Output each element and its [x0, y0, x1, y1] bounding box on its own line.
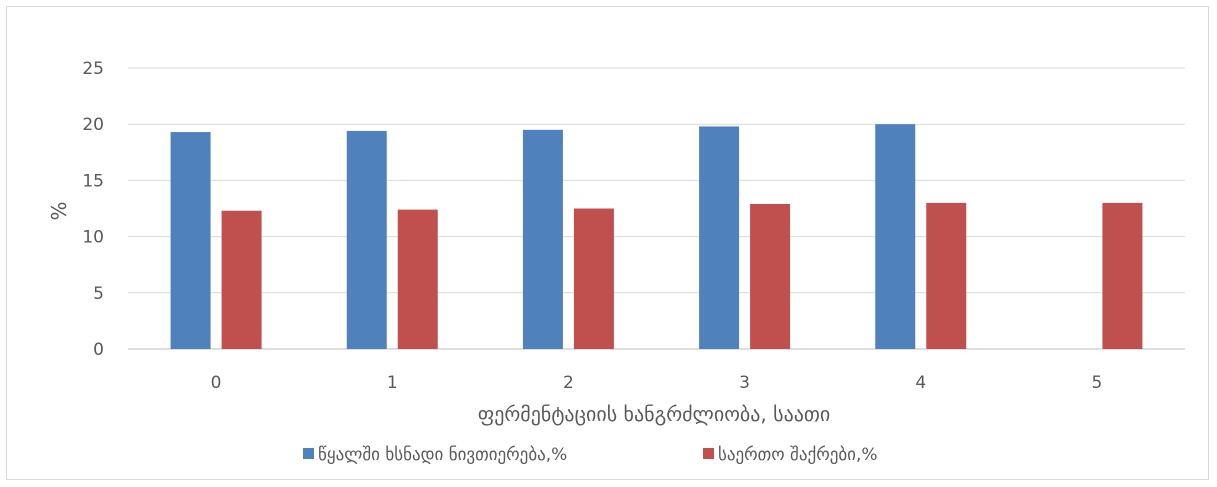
bar-series-2-cat-4: [926, 202, 967, 349]
legend-swatch-series-2: [703, 448, 714, 459]
y-tick-label: 15: [82, 171, 104, 191]
x-tick-label: 2: [563, 373, 574, 393]
x-tick-label: 5: [1092, 373, 1103, 393]
bar-series-1-cat-2: [522, 129, 563, 349]
y-tick-label: 20: [82, 115, 104, 135]
legend: წყალში ხსნადი ნივთიერება,% საერთო შაქრებ…: [303, 445, 878, 465]
legend-swatch-series-1: [303, 448, 314, 459]
y-tick-labels: 0 5 10 15 20 25: [82, 59, 104, 360]
bar-series-2-cat-0: [221, 210, 262, 349]
bar-series-2-cat-1: [397, 209, 438, 349]
bar-series-1-cat-4: [875, 124, 916, 349]
y-tick-label: 25: [82, 59, 104, 79]
x-tick-label: 4: [915, 373, 926, 393]
bars: [170, 124, 1143, 349]
y-tick-label: 10: [82, 228, 104, 248]
x-tick-labels: 0 1 2 3 4 5: [211, 373, 1103, 393]
bar-series-1-cat-3: [699, 126, 740, 349]
x-tick-label: 3: [739, 373, 750, 393]
legend-label-series-2: საერთო შაქრები,%: [718, 445, 878, 465]
x-tick-label: 0: [211, 373, 222, 393]
gridlines: [128, 67, 1185, 350]
x-axis-title: ფერმენტაციის ხანგრძლიობა, საათი: [478, 402, 831, 426]
y-tick-label: 5: [93, 284, 104, 304]
bar-series-1-cat-0: [170, 132, 211, 349]
legend-label-series-1: წყალში ხსნადი ნივთიერება,%: [318, 445, 567, 465]
bar-series-1-cat-1: [346, 130, 387, 349]
bar-series-2-cat-5: [1102, 202, 1143, 349]
bar-series-2-cat-2: [573, 208, 614, 349]
bar-series-2-cat-3: [750, 204, 791, 349]
y-tick-label: 0: [93, 340, 104, 360]
x-tick-label: 1: [387, 373, 398, 393]
y-axis-title: %: [47, 201, 71, 220]
